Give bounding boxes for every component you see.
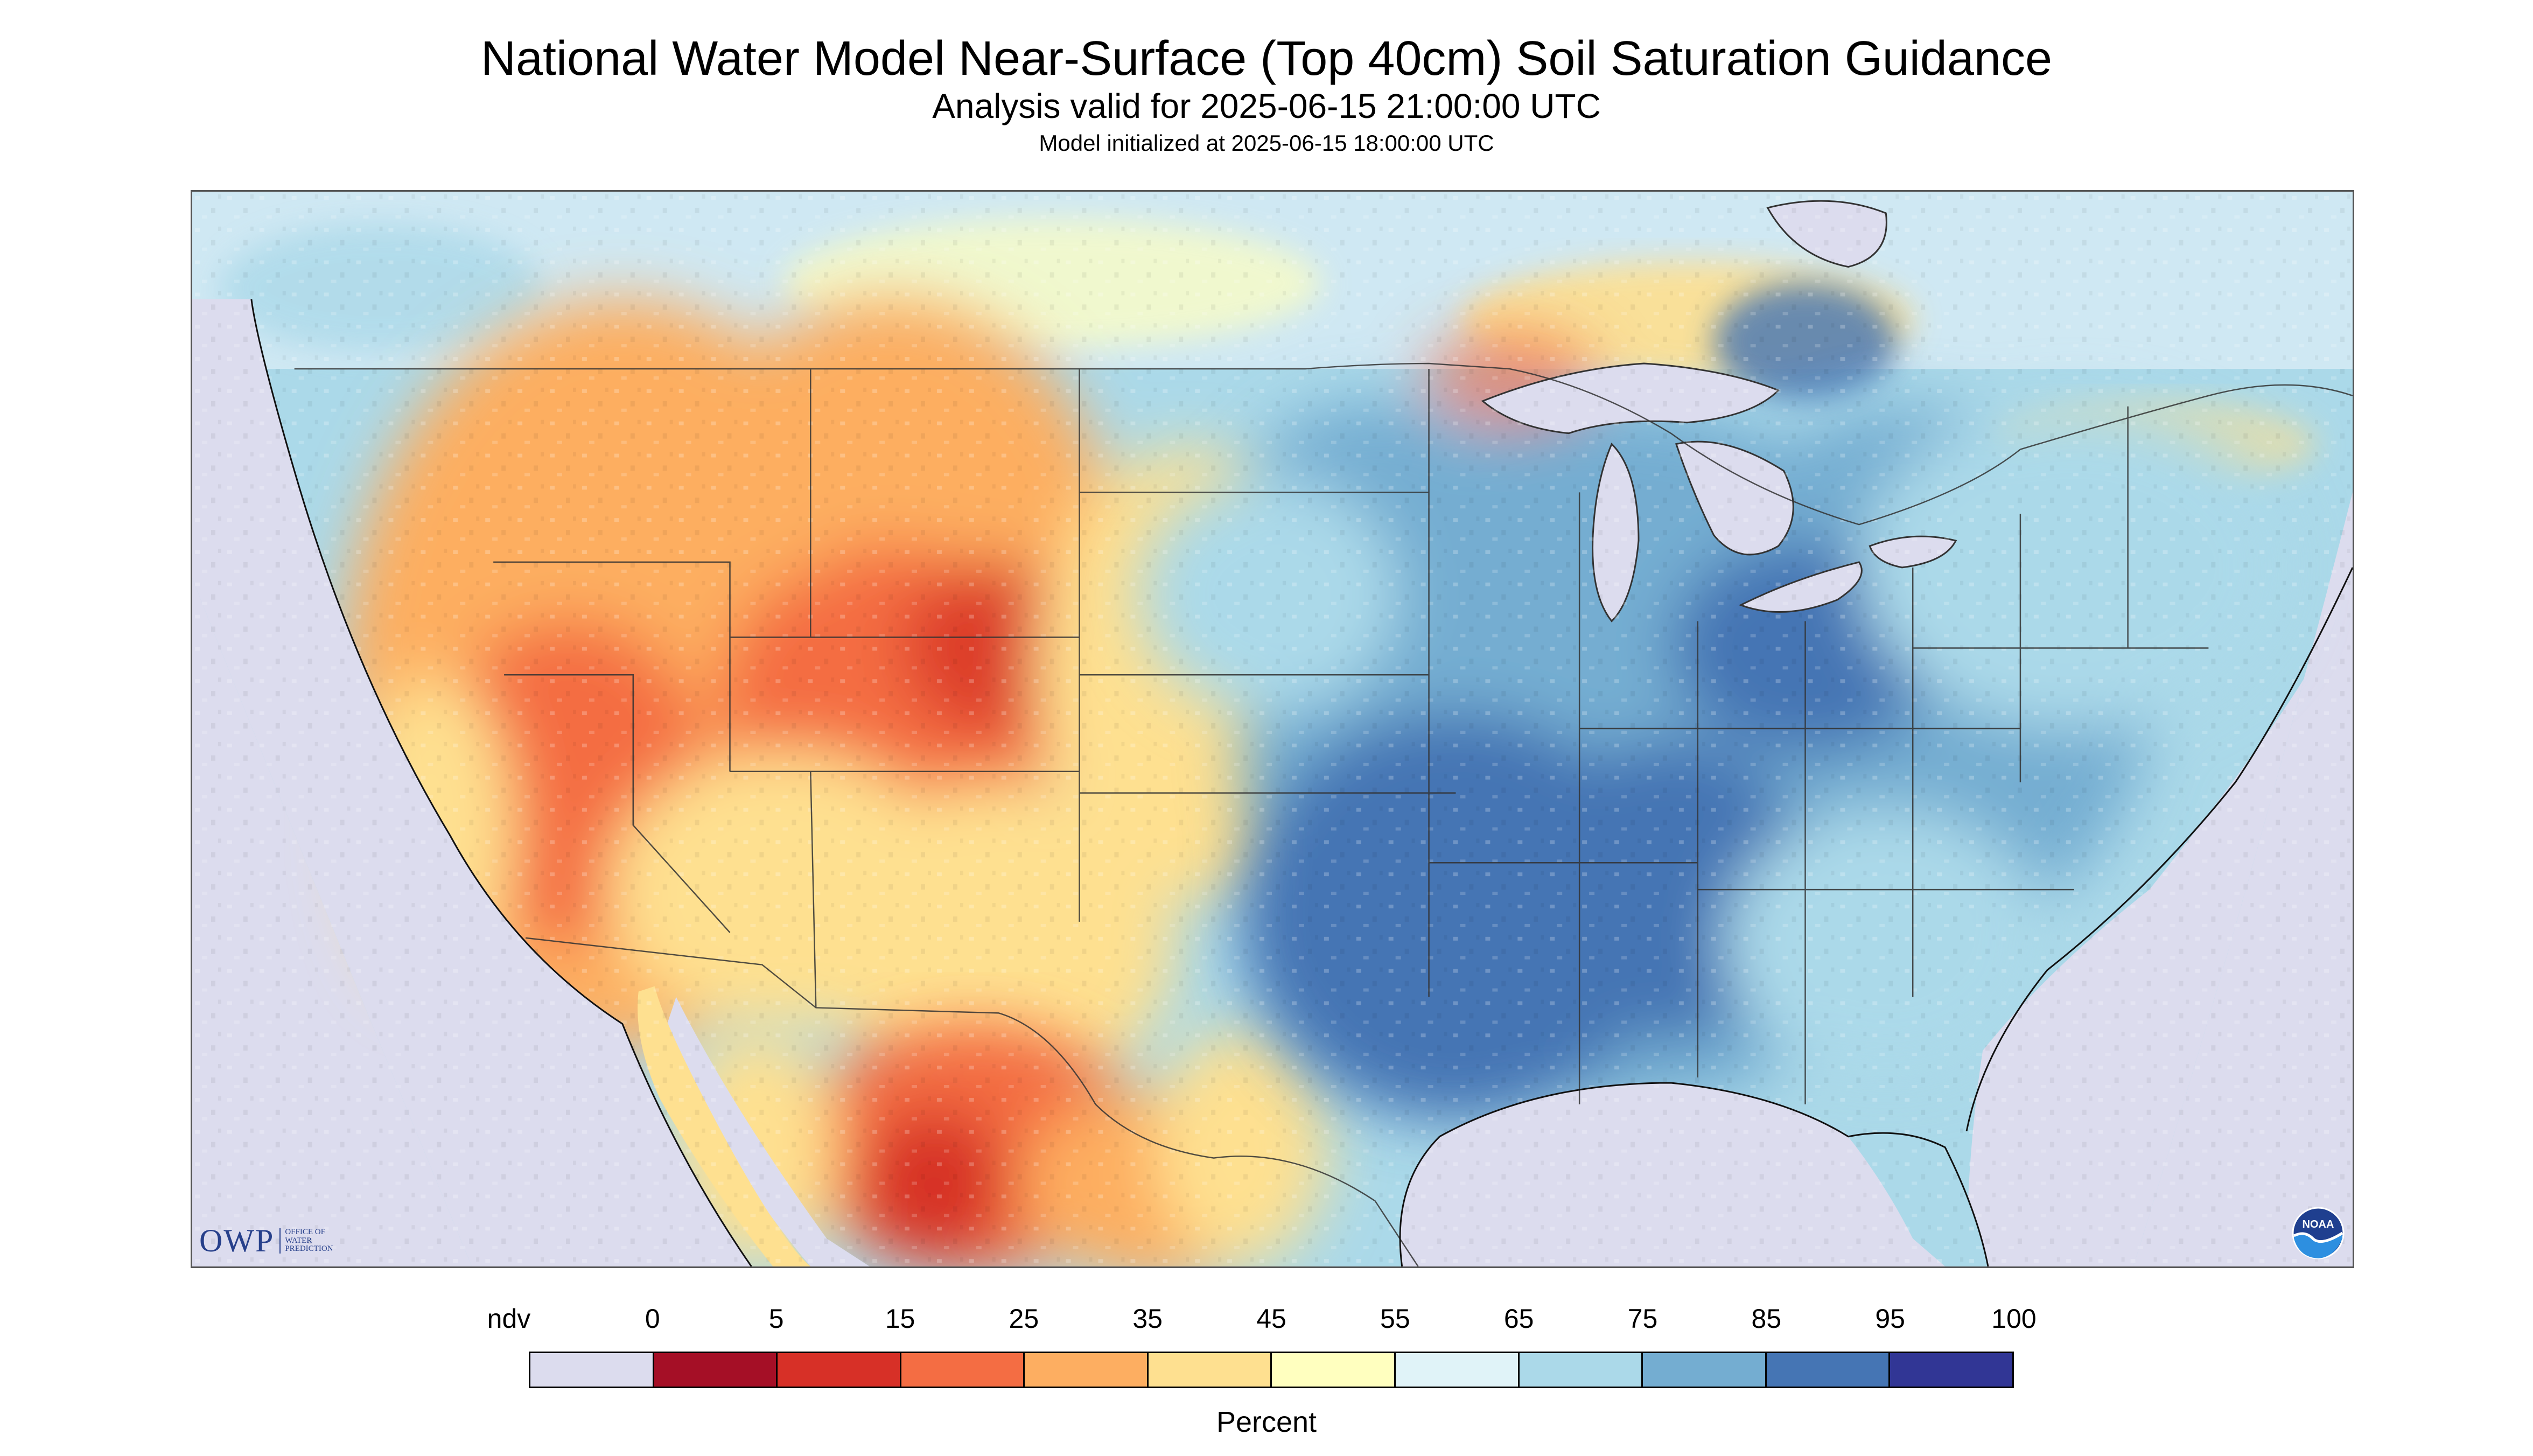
legend-labels: ndv 0 5 15 25 35 45 55 65 75 85 95 100 <box>0 1303 2533 1341</box>
legend-tick-label: 0 <box>645 1304 660 1334</box>
map-title: National Water Model Near-Surface (Top 4… <box>480 32 2052 86</box>
legend-swatch <box>1396 1353 1520 1387</box>
noaa-logo-text: NOAA <box>2303 1219 2334 1230</box>
legend-tick-label: 25 <box>1009 1304 1039 1334</box>
legend-swatch <box>1890 1353 2012 1387</box>
noaa-logo: NOAA <box>2291 1206 2345 1260</box>
legend-tick-label: 100 <box>1991 1304 2037 1334</box>
title-block: National Water Model Near-Surface (Top 4… <box>0 32 2533 157</box>
legend-swatch <box>654 1353 778 1387</box>
state-line-1 <box>493 561 731 772</box>
legend-swatch <box>1272 1353 1396 1387</box>
legend-swatch <box>901 1353 1025 1387</box>
legend-swatch <box>530 1353 654 1387</box>
boundaries <box>294 362 2353 1266</box>
legend-swatch <box>1148 1353 1272 1387</box>
legend-tick-label: 75 <box>1627 1304 1658 1334</box>
legend-tick-label: 35 <box>1132 1304 1163 1334</box>
coastlines <box>250 299 2353 1266</box>
legend-swatch <box>1519 1353 1643 1387</box>
legend-swatch <box>1025 1353 1149 1387</box>
legend-swatch <box>778 1353 901 1387</box>
legend-swatch <box>1643 1353 1767 1387</box>
soil-saturation-map <box>192 192 2353 1266</box>
legend-tick-label: ndv <box>487 1304 531 1334</box>
us-mexico-border <box>525 937 1419 1266</box>
legend-colorbar <box>529 1352 2014 1388</box>
analysis-valid-time: Analysis valid for 2025-06-15 21:00:00 U… <box>932 87 1601 125</box>
owp-logo: OWP OFFICE OF WATER PREDICTION <box>199 1222 333 1259</box>
noaa-logo-icon: NOAA <box>2292 1207 2345 1259</box>
owp-logo-text: OWP <box>199 1223 275 1258</box>
legend-tick-label: 55 <box>1380 1304 1410 1334</box>
model-init-time: Model initialized at 2025-06-15 18:00:00… <box>1039 130 1494 156</box>
legend-unit-label: Percent <box>1216 1406 1317 1438</box>
owp-logo-subtext: OFFICE OF WATER PREDICTION <box>279 1228 333 1254</box>
legend-tick-label: 65 <box>1503 1304 1534 1334</box>
us-canada-border <box>294 362 2353 526</box>
state-line-6 <box>810 771 817 1008</box>
legend-tick-label: 95 <box>1875 1304 1905 1334</box>
map-panel <box>191 190 2354 1268</box>
legend-tick-label: 5 <box>768 1304 784 1334</box>
legend-tick-label: 85 <box>1751 1304 1782 1334</box>
state-line-21 <box>504 674 731 933</box>
legend-tick-label: 15 <box>885 1304 915 1334</box>
legend-tick-label: 45 <box>1256 1304 1286 1334</box>
legend-swatch <box>1766 1353 1891 1387</box>
